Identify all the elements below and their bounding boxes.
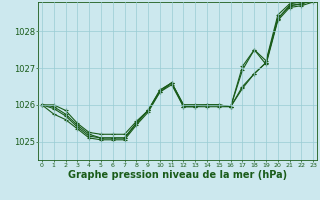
X-axis label: Graphe pression niveau de la mer (hPa): Graphe pression niveau de la mer (hPa) — [68, 170, 287, 180]
